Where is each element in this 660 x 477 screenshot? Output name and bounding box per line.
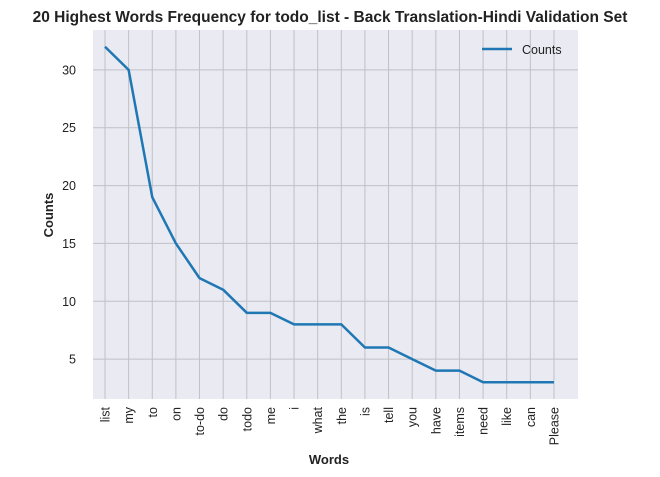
x-tick-label: need: [477, 407, 491, 435]
series-line-counts: [104, 45, 554, 384]
x-tick-label: can: [524, 407, 538, 427]
x-tick-label: me: [264, 407, 278, 424]
y-tick-label: 5: [69, 353, 76, 367]
x-tick-label: list: [99, 406, 113, 422]
x-tick-label: to-do: [193, 407, 207, 436]
x-tick-label: Please: [547, 407, 561, 445]
y-tick-label: 10: [62, 295, 76, 309]
y-tick-label: 25: [62, 121, 76, 135]
legend-label-counts: Counts: [522, 43, 562, 57]
plot-area: [93, 30, 578, 399]
x-tick-label: what: [311, 406, 325, 434]
x-tick-label: like: [500, 407, 514, 426]
x-tick-label: my: [122, 406, 136, 423]
x-tick-label: the: [335, 407, 349, 424]
y-tick-label: 15: [62, 237, 76, 251]
x-tick-label: todo: [240, 407, 254, 431]
x-tick-label: do: [217, 407, 231, 421]
x-axis-label: Words: [309, 452, 349, 467]
y-tick-labels: 5 10 15 20 25 30: [62, 63, 76, 366]
chart-title: 20 Highest Words Frequency for todo_list…: [33, 9, 628, 26]
grid-lines: [93, 30, 578, 399]
x-tick-label: to: [146, 407, 160, 417]
x-tick-labels: list my to on to-do do todo me i what the is tell you…: [99, 406, 562, 445]
legend: Counts: [482, 43, 562, 57]
x-tick-label: is: [358, 407, 372, 416]
x-tick-label: items: [453, 407, 467, 437]
x-tick-label: have: [429, 407, 443, 434]
y-tick-label: 30: [62, 63, 76, 77]
x-tick-label: on: [169, 407, 183, 421]
x-tick-label: you: [406, 407, 420, 427]
x-tick-label: i: [288, 407, 302, 410]
x-tick-label: tell: [382, 407, 396, 423]
y-tick-label: 20: [62, 179, 76, 193]
y-axis-label: Counts: [41, 193, 56, 238]
